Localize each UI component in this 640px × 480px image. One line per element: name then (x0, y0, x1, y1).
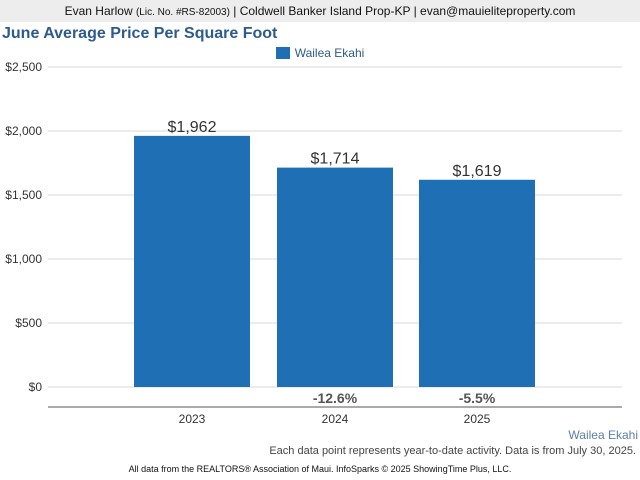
y-tick-label: $2,000 (5, 124, 42, 138)
change-label: -12.6% (313, 390, 358, 406)
y-tick-label: $2,500 (5, 60, 42, 74)
bar (277, 167, 393, 387)
legend[interactable]: Wailea Ekahi (0, 46, 640, 60)
change-label: -5.5% (459, 390, 496, 406)
y-tick-label: $0 (29, 380, 43, 394)
agent-name: Evan Harlow (64, 4, 133, 18)
y-tick-label: $1,500 (5, 188, 42, 202)
x-tick-label: 2025 (464, 412, 491, 426)
x-tick-label: 2024 (322, 412, 349, 426)
value-label: $1,962 (168, 119, 217, 136)
footer-note: Each data point represents year-to-date … (269, 445, 636, 457)
bar (134, 135, 250, 387)
value-label: $1,714 (311, 151, 360, 168)
bar (419, 179, 535, 387)
footer-source: All data from the REALTORS® Association … (128, 464, 512, 474)
chart-title: June Average Price Per Square Foot (2, 25, 278, 42)
y-tick-label: $500 (15, 316, 42, 330)
header-bar: Evan Harlow (Lic. No. #RS-82003) | Coldw… (0, 0, 640, 22)
footer-series-label: Wailea Ekahi (568, 428, 638, 442)
license-number: (Lic. No. #RS-82003) (135, 7, 230, 18)
x-tick-label: 2023 (179, 412, 206, 426)
legend-label: Wailea Ekahi (294, 46, 365, 60)
value-label: $1,619 (453, 163, 502, 180)
company-email: | Coldwell Banker Island Prop-KP | evan@… (233, 4, 576, 18)
legend-swatch (275, 47, 290, 59)
y-tick-label: $1,000 (5, 252, 42, 266)
